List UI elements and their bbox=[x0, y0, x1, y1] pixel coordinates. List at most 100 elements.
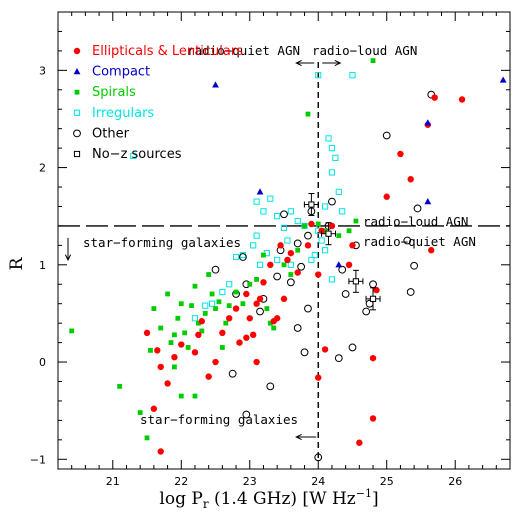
legend-label: Irregulars bbox=[92, 106, 154, 121]
data-point bbox=[280, 210, 288, 219]
data-point bbox=[267, 195, 274, 202]
legend-marker bbox=[73, 129, 81, 138]
data-point bbox=[232, 305, 240, 312]
data-point bbox=[295, 247, 301, 253]
data-point bbox=[383, 193, 390, 200]
data-point bbox=[370, 58, 376, 64]
data-point bbox=[242, 410, 251, 419]
data-point bbox=[424, 119, 432, 126]
data-point bbox=[195, 320, 201, 326]
data-point bbox=[199, 328, 205, 334]
data-point bbox=[403, 236, 412, 245]
data-point bbox=[373, 286, 380, 294]
data-point bbox=[325, 135, 332, 142]
data-point bbox=[410, 261, 419, 270]
data-point bbox=[348, 343, 357, 352]
x-axis-title-sub: r bbox=[203, 497, 209, 511]
data-point bbox=[253, 232, 260, 239]
x-axis-title-sup: −1 bbox=[356, 487, 372, 500]
data-point bbox=[321, 247, 329, 254]
data-point bbox=[226, 315, 233, 322]
legend-marker bbox=[73, 150, 81, 158]
data-point bbox=[219, 329, 226, 337]
series-2 bbox=[69, 58, 376, 441]
data-point bbox=[293, 239, 302, 248]
legend-label: Other bbox=[92, 126, 130, 141]
data-point bbox=[256, 307, 264, 316]
series-4 bbox=[211, 90, 436, 462]
x-tick-label: 22 bbox=[174, 475, 188, 488]
data-point bbox=[192, 283, 198, 289]
data-point bbox=[318, 237, 325, 244]
data-point bbox=[315, 374, 322, 381]
data-point bbox=[328, 145, 336, 152]
data-point bbox=[219, 288, 226, 296]
data-point bbox=[284, 237, 291, 244]
series-3 bbox=[130, 72, 356, 322]
legend: Ellipticals & Lenticulars Compact Spirals I… bbox=[73, 44, 243, 162]
data-point bbox=[339, 208, 346, 215]
data-point-box bbox=[352, 278, 360, 285]
data-point bbox=[349, 72, 356, 79]
data-point bbox=[284, 256, 291, 264]
legend-marker bbox=[73, 47, 81, 55]
legend-entry: Other bbox=[73, 126, 130, 141]
data-point bbox=[158, 325, 164, 331]
data-point bbox=[334, 354, 343, 363]
data-point bbox=[202, 302, 209, 309]
data-point bbox=[223, 320, 229, 326]
data-point bbox=[172, 364, 177, 370]
data-point bbox=[165, 291, 170, 297]
x-tick-label: 23 bbox=[243, 475, 257, 488]
data-point bbox=[189, 303, 194, 309]
data-point bbox=[267, 320, 273, 326]
data-point bbox=[335, 188, 342, 195]
data-point bbox=[233, 289, 239, 295]
data-point bbox=[287, 249, 295, 257]
data-point bbox=[191, 315, 199, 322]
data-point bbox=[264, 306, 270, 311]
data-point bbox=[182, 330, 188, 336]
data-point bbox=[308, 220, 315, 228]
legend-label: Compact bbox=[92, 65, 150, 80]
data-point bbox=[406, 288, 415, 296]
arrow-down-left-head bbox=[64, 254, 72, 262]
data-point bbox=[277, 242, 284, 249]
data-point bbox=[260, 208, 267, 215]
legend-entry: Ellipticals & Lenticulars bbox=[73, 44, 243, 59]
arrow-right-top-head bbox=[334, 59, 342, 67]
data-point bbox=[178, 341, 185, 348]
annotation-radio-quiet-right: radio−quiet AGN bbox=[363, 234, 476, 249]
x-axis-title-main: log P bbox=[159, 489, 202, 509]
legend-label: Spirals bbox=[92, 85, 136, 100]
data-point bbox=[250, 242, 257, 249]
data-point bbox=[151, 306, 157, 311]
data-point bbox=[287, 261, 294, 268]
data-point bbox=[281, 262, 287, 268]
data-point bbox=[314, 453, 323, 462]
legend-marker bbox=[73, 68, 81, 75]
series-0 bbox=[143, 94, 466, 455]
legend-entry: Irregulars bbox=[73, 106, 154, 121]
data-point bbox=[328, 169, 336, 176]
data-point bbox=[171, 353, 178, 361]
data-point bbox=[164, 380, 171, 387]
annotation-star-forming-bottom: star−forming galaxies bbox=[140, 412, 298, 427]
data-point bbox=[117, 383, 123, 389]
data-point bbox=[349, 242, 356, 249]
x-axis-title-end: ] bbox=[372, 489, 379, 509]
data-point bbox=[260, 279, 267, 286]
data-point bbox=[397, 150, 404, 158]
data-point bbox=[424, 198, 432, 205]
data-point-box bbox=[325, 230, 332, 237]
data-point bbox=[369, 280, 377, 289]
legend-label: Ellipticals & Lenticulars bbox=[92, 44, 243, 59]
data-point-box bbox=[369, 295, 377, 302]
data-point bbox=[232, 253, 240, 261]
data-point bbox=[192, 393, 198, 399]
legend-entry: Spirals bbox=[74, 85, 136, 100]
data-point bbox=[211, 265, 220, 274]
data-point bbox=[321, 346, 329, 353]
